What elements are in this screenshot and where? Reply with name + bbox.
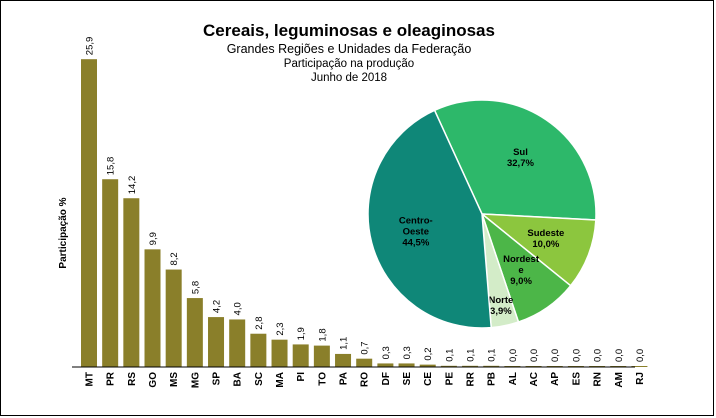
pie-slice-value: 9,0% [510, 276, 532, 287]
pie-slice-4 [367, 109, 493, 329]
bar-mg [186, 298, 203, 367]
bar-pr [102, 179, 119, 367]
bar-value-label: 2,3 [275, 322, 286, 335]
x-tick-label: AL [508, 372, 519, 385]
bar-sc [250, 333, 267, 367]
bar-value-label: 0,2 [423, 347, 434, 360]
bar-ba [229, 319, 246, 367]
bar-pb [483, 365, 500, 367]
pie-slice-name: Sudeste [527, 228, 564, 239]
bar-df [377, 363, 394, 367]
bar-series: 25,9 MT 15,8 PR 14,2 RS 9,9 GO 8,2 MS 5,8 MG 4,2 SP 4,… [81, 37, 648, 388]
pie-slice-name: Sul [513, 147, 528, 158]
pie-slice-0 [433, 99, 597, 221]
x-tick-label: RJ [635, 372, 646, 385]
bar-mt [81, 59, 97, 367]
bar-rj [631, 366, 648, 367]
bar-value-label: 0,7 [360, 341, 371, 354]
bar-value-label: 0,3 [381, 346, 392, 359]
bar-value-label: 0,0 [508, 349, 519, 362]
chart-subtitle-line-3: Junho de 2018 [311, 72, 387, 84]
x-tick-label: PB [487, 372, 498, 386]
y-axis-label: Participação % [58, 197, 69, 268]
x-tick-label: SE [402, 372, 413, 386]
x-tick-label: RR [466, 371, 477, 386]
bar-go [144, 249, 161, 367]
bar-value-label: 4,2 [212, 300, 223, 313]
x-tick-label: AC [529, 372, 540, 386]
pie-slice-value: 32,7% [507, 158, 534, 169]
x-tick-label: AP [550, 372, 561, 386]
bar-value-label: 9,9 [148, 232, 159, 245]
bar-value-label: 0,1 [466, 349, 477, 362]
x-tick-label: CE [423, 372, 434, 386]
x-tick-label: SC [254, 372, 265, 386]
bar-ma [271, 339, 288, 367]
bar-se [398, 363, 415, 367]
pie-slice-name: Norte [488, 295, 513, 306]
x-tick-label: ES [571, 372, 582, 386]
bar-value-label: 2,8 [254, 317, 265, 330]
x-tick-label: PI [296, 372, 307, 382]
x-tick-label: RO [360, 372, 371, 387]
x-tick-label: AM [614, 372, 625, 388]
x-tick-label: SP [212, 372, 223, 386]
bar-value-label: 0,3 [402, 346, 413, 359]
bar-value-label: 25,9 [85, 37, 96, 56]
bar-value-label: 0,0 [614, 349, 625, 362]
bar-ce [419, 364, 436, 367]
pie-slice-value: 3,9% [490, 306, 512, 317]
x-tick-label: RN [593, 372, 604, 386]
x-tick-label: MS [169, 372, 180, 387]
bar-pe [440, 365, 457, 367]
bar-sp [208, 317, 225, 367]
bar-ms [165, 269, 182, 367]
bar-value-label: 1,8 [317, 328, 328, 341]
bar-pa [335, 353, 352, 367]
bar-to [313, 345, 330, 367]
bar-value-label: 0,0 [571, 349, 582, 362]
x-tick-label: MG [190, 372, 201, 388]
chart-subtitle-line-2: Participação na produção [284, 58, 414, 70]
x-tick-label: GO [148, 372, 159, 388]
pie-slice-1 [479, 213, 597, 287]
pie-slice-value: 10,0% [532, 239, 559, 250]
x-tick-label: TO [317, 372, 328, 386]
bar-value-label: 8,2 [169, 252, 180, 265]
bar-value-label: 1,1 [339, 337, 350, 350]
x-tick-label: PR [106, 371, 117, 386]
bar-rs [123, 198, 140, 367]
chart-title: Cereais, leguminosas e oleaginosas [203, 21, 495, 40]
pie-slice-name: e [518, 265, 523, 276]
pie-slice-name: Oeste [403, 226, 429, 237]
bar-ro [356, 358, 373, 367]
x-tick-label: PA [339, 372, 350, 385]
bar-value-label: 4,0 [233, 302, 244, 315]
bar-value-label: 15,8 [106, 157, 117, 176]
bar-value-label: 0,0 [550, 349, 561, 362]
bar-value-label: 5,8 [190, 281, 201, 294]
x-tick-label: BA [233, 372, 244, 386]
bar-value-label: 0,0 [635, 349, 646, 362]
x-tick-label: DF [381, 372, 392, 385]
bar-value-label: 1,9 [296, 327, 307, 340]
pie-slice-name: Nordest [503, 254, 540, 265]
bar-value-label: 0,1 [487, 349, 498, 362]
bar-pi [292, 344, 309, 367]
bar-value-label: 0,1 [444, 349, 455, 362]
pie-slice-name: Centro- [399, 215, 433, 226]
bar-value-label: 0,0 [529, 349, 540, 362]
bar-rr [462, 365, 479, 367]
x-tick-label: PE [444, 372, 455, 386]
bar-value-label: 14,2 [127, 176, 138, 195]
x-tick-label: MT [85, 372, 96, 386]
pie-slice-value: 44,5% [402, 237, 429, 248]
x-tick-label: MA [275, 372, 286, 388]
bar-value-label: 0,0 [593, 349, 604, 362]
chart-subtitle-line-1: Grandes Regiões e Unidades da Federação [227, 42, 472, 56]
x-tick-label: RS [127, 372, 138, 386]
